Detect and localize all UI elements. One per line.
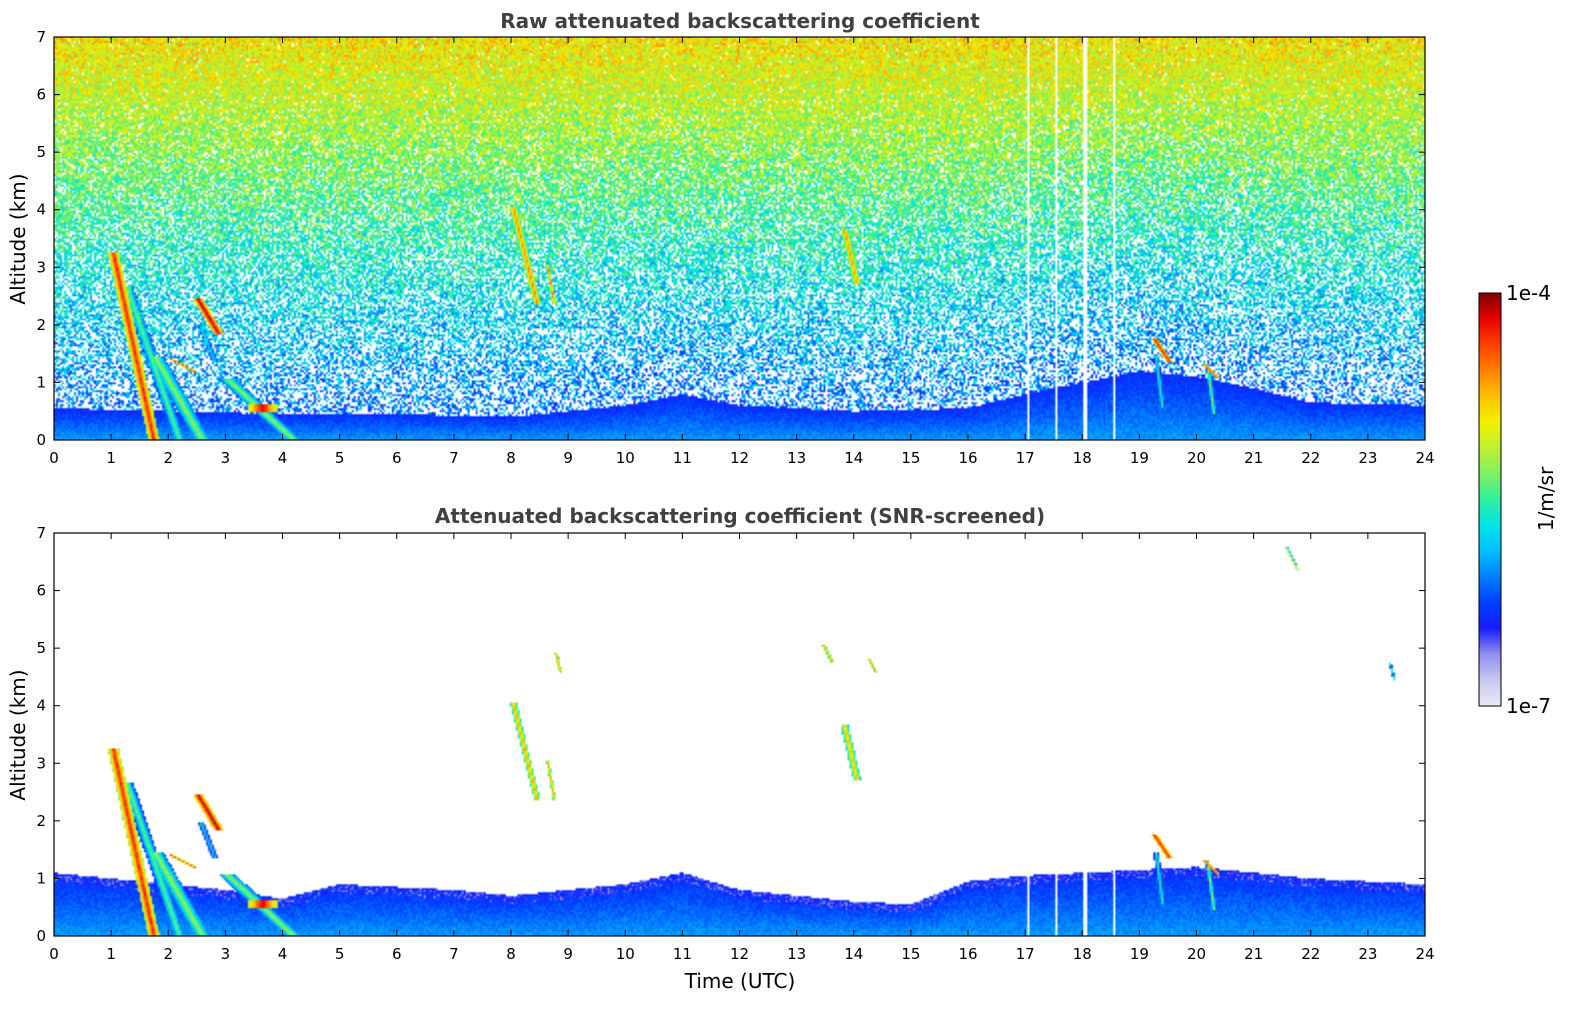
snr-screened-panel: Attenuated backscattering coefficient (S… xyxy=(6,504,1435,993)
x-tick-label: 14 xyxy=(844,449,863,467)
x-tick-label: 9 xyxy=(563,945,573,963)
x-tick-label: 11 xyxy=(673,945,692,963)
x-tick-label: 1 xyxy=(106,449,116,467)
x-tick-label: 6 xyxy=(392,449,402,467)
x-tick-label: 3 xyxy=(221,945,231,963)
x-tick-label: 23 xyxy=(1358,945,1377,963)
y-tick-label: 1 xyxy=(36,373,46,391)
x-tick-label: 10 xyxy=(616,449,635,467)
raw-backscatter-panel: Raw attenuated backscattering coefficien… xyxy=(6,9,1435,467)
x-tick-label: 12 xyxy=(730,449,749,467)
x-tick-label: 15 xyxy=(901,449,920,467)
x-tick-label: 4 xyxy=(278,945,288,963)
x-tick-label: 7 xyxy=(449,945,459,963)
x-tick-label: 21 xyxy=(1244,449,1263,467)
x-tick-label: 5 xyxy=(335,945,345,963)
x-tick-label: 19 xyxy=(1130,945,1149,963)
raw-y-axis-label: Altitude (km) xyxy=(6,173,30,304)
x-tick-label: 11 xyxy=(673,449,692,467)
y-tick-label: 2 xyxy=(36,316,46,334)
x-tick-label: 21 xyxy=(1244,945,1263,963)
x-tick-label: 8 xyxy=(506,449,516,467)
snr-y-axis-label: Altitude (km) xyxy=(6,669,30,800)
x-axis-label: Time (UTC) xyxy=(684,969,796,993)
colorbar-max-label: 1e-4 xyxy=(1506,281,1551,305)
x-tick-label: 15 xyxy=(901,945,920,963)
x-tick-label: 16 xyxy=(958,945,977,963)
y-tick-label: 4 xyxy=(36,697,46,715)
y-tick-label: 1 xyxy=(36,869,46,887)
x-tick-label: 3 xyxy=(221,449,231,467)
snr-panel-title: Attenuated backscattering coefficient (S… xyxy=(435,504,1045,528)
colorbar-gradient xyxy=(1478,292,1502,707)
y-tick-label: 3 xyxy=(36,258,46,276)
y-tick-label: 2 xyxy=(36,812,46,830)
y-tick-label: 4 xyxy=(36,201,46,219)
x-tick-label: 19 xyxy=(1130,449,1149,467)
x-tick-label: 20 xyxy=(1187,945,1206,963)
y-tick-label: 5 xyxy=(36,639,46,657)
x-tick-label: 24 xyxy=(1415,945,1434,963)
x-tick-label: 18 xyxy=(1073,945,1092,963)
x-tick-label: 22 xyxy=(1301,449,1320,467)
x-tick-label: 22 xyxy=(1301,945,1320,963)
x-tick-label: 2 xyxy=(163,449,173,467)
y-tick-label: 5 xyxy=(36,143,46,161)
x-tick-label: 16 xyxy=(958,449,977,467)
y-tick-label: 6 xyxy=(36,582,46,600)
x-tick-label: 24 xyxy=(1415,449,1434,467)
x-tick-label: 18 xyxy=(1073,449,1092,467)
x-tick-label: 5 xyxy=(335,449,345,467)
y-tick-label: 0 xyxy=(36,927,46,945)
x-tick-label: 12 xyxy=(730,945,749,963)
colorbar-unit-label: 1/m/sr xyxy=(1534,466,1558,531)
x-tick-label: 9 xyxy=(563,449,573,467)
y-tick-label: 7 xyxy=(36,28,46,46)
y-tick-label: 7 xyxy=(36,524,46,542)
raw-panel-title: Raw attenuated backscattering coefficien… xyxy=(500,9,980,33)
y-tick-label: 6 xyxy=(36,86,46,104)
y-tick-label: 0 xyxy=(36,431,46,449)
raw-heatmap-image xyxy=(54,37,1425,440)
x-tick-label: 7 xyxy=(449,449,459,467)
y-tick-label: 3 xyxy=(36,754,46,772)
x-tick-label: 17 xyxy=(1016,449,1035,467)
x-tick-label: 8 xyxy=(506,945,516,963)
x-tick-label: 13 xyxy=(787,449,806,467)
x-tick-label: 4 xyxy=(278,449,288,467)
x-tick-label: 23 xyxy=(1358,449,1377,467)
x-tick-label: 0 xyxy=(49,945,59,963)
colorbar: 1e-4 1e-7 1/m/sr xyxy=(1478,281,1558,718)
x-tick-label: 1 xyxy=(106,945,116,963)
colorbar-min-label: 1e-7 xyxy=(1506,694,1551,718)
x-tick-label: 13 xyxy=(787,945,806,963)
x-tick-label: 20 xyxy=(1187,449,1206,467)
x-tick-label: 0 xyxy=(49,449,59,467)
x-tick-label: 10 xyxy=(616,945,635,963)
x-tick-label: 14 xyxy=(844,945,863,963)
x-tick-label: 17 xyxy=(1016,945,1035,963)
snr-heatmap-image xyxy=(54,533,1425,936)
x-tick-label: 2 xyxy=(163,945,173,963)
x-tick-label: 6 xyxy=(392,945,402,963)
